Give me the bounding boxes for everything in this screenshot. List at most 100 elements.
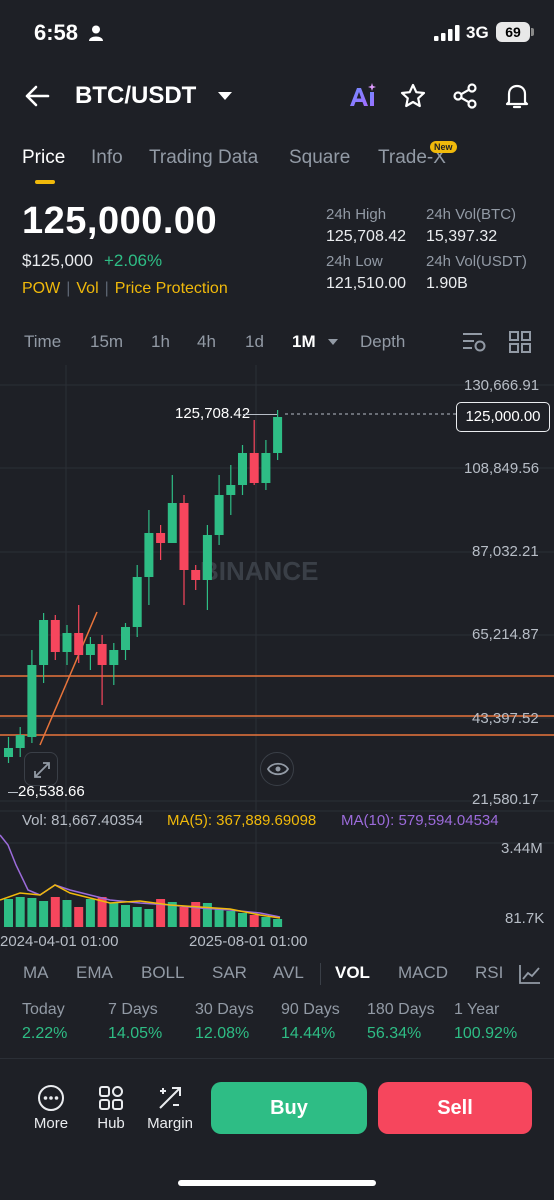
indicator-tab-ma[interactable]: MA — [23, 963, 49, 982]
perf-label: 7 Days — [108, 1001, 158, 1018]
perf-label: 30 Days — [195, 1001, 254, 1018]
candle-body — [132, 577, 142, 627]
indicator-tab-boll[interactable]: BOLL — [141, 963, 185, 982]
stat-label: 24h Vol(USDT) — [426, 253, 527, 270]
volume-bar — [214, 909, 224, 927]
indicator-tab-vol[interactable]: VOL — [335, 963, 370, 982]
candle-body — [27, 665, 37, 737]
volume-bar — [4, 899, 13, 927]
tab-trading-data[interactable]: Trading Data — [149, 147, 259, 168]
margin-icon — [159, 1087, 181, 1109]
trading-pair-title[interactable]: BTC/USDT — [75, 82, 197, 109]
candle-body — [15, 735, 25, 748]
status-bar: 6:58 3G 69 — [0, 0, 554, 70]
trend-line[interactable] — [39, 611, 98, 746]
interval-15m[interactable]: 15m — [90, 332, 124, 351]
candle-body — [85, 644, 95, 655]
layout-grid-icon[interactable] — [509, 331, 531, 353]
candle-body — [97, 644, 107, 665]
candle-body — [62, 633, 72, 652]
share-icon[interactable] — [452, 83, 478, 109]
candle-body — [156, 533, 166, 543]
interval-1h[interactable]: 1h — [151, 332, 170, 351]
ai-icon[interactable] — [348, 82, 378, 110]
perf-label: 180 Days — [367, 1001, 435, 1018]
indicator-tab-sar[interactable]: SAR — [212, 963, 247, 982]
expand-button[interactable] — [24, 752, 58, 786]
volume-bars — [4, 897, 283, 927]
indicator-settings-icon[interactable] — [462, 331, 486, 353]
indicator-tab-macd[interactable]: MACD — [398, 963, 449, 982]
interval-1m[interactable]: 1M — [292, 332, 316, 351]
hub-label: Hub — [97, 1115, 125, 1132]
tab-square[interactable]: Square — [289, 147, 351, 168]
perf-label: 1 Year — [454, 1001, 500, 1018]
volume-bar — [167, 902, 177, 927]
indicator-chart-icon[interactable] — [519, 964, 541, 984]
interval-1d[interactable]: 1d — [245, 332, 264, 351]
candle-body — [109, 650, 119, 665]
interval-depth[interactable]: Depth — [360, 332, 406, 351]
perf-value: 56.34% — [367, 1025, 422, 1042]
bell-icon[interactable] — [504, 82, 530, 110]
more-label: More — [33, 1115, 69, 1132]
back-arrow-icon[interactable] — [24, 84, 50, 108]
candle-body — [226, 485, 236, 495]
stat-value: 1.90B — [426, 275, 468, 292]
candle-body — [167, 503, 177, 543]
price-axis-label: 65,214.87 — [472, 626, 539, 643]
interval-caret-icon[interactable] — [327, 338, 339, 346]
tab-price[interactable]: Price — [22, 147, 66, 168]
volume-bar — [50, 897, 60, 927]
high-marker-label: 125,708.42 — [175, 405, 251, 422]
price-axis-label: 87,032.21 — [472, 543, 539, 560]
star-icon[interactable] — [400, 83, 426, 109]
volume-bar — [85, 899, 95, 927]
volume-bar — [238, 913, 247, 927]
more-button[interactable]: More — [22, 1082, 80, 1142]
tab-trade-x[interactable]: Trade-X — [378, 147, 446, 168]
volume-bar — [179, 907, 189, 927]
margin-label: Margin — [147, 1115, 193, 1132]
eye-icon — [267, 762, 289, 776]
margin-button[interactable]: Margin — [140, 1082, 200, 1142]
stat-value: 125,708.42 — [326, 228, 407, 245]
volume-axis-label: 81.7K — [505, 910, 545, 927]
candle-body — [179, 503, 189, 570]
dropdown-caret-icon[interactable] — [217, 91, 233, 101]
perf-value: 12.08% — [195, 1025, 250, 1042]
buy-button[interactable]: Buy — [211, 1082, 367, 1134]
hub-button[interactable]: Hub — [82, 1082, 140, 1142]
horizontal-lines[interactable] — [0, 675, 554, 736]
candlestick-chart[interactable]: BINANCE — [0, 365, 554, 950]
sell-button[interactable]: Sell — [378, 1082, 532, 1134]
interval-time[interactable]: Time — [24, 332, 62, 351]
price-axis-label: 21,580.17 — [472, 791, 539, 808]
stat-value: 15,397.32 — [426, 228, 498, 245]
indicator-tab-avl[interactable]: AVL — [273, 963, 304, 982]
volume-bar — [249, 915, 259, 927]
tag-pow[interactable]: POW — [22, 280, 61, 297]
volume-bar — [62, 900, 72, 927]
volume-ma5: MA(5): 367,889.69098 — [167, 812, 317, 829]
time-axis-label: 2024-04-01 01:00 — [0, 933, 119, 950]
indicator-divider — [320, 963, 321, 985]
price-axis-label: 43,397.52 — [472, 710, 539, 727]
signal-icon — [434, 25, 460, 41]
interval-4h[interactable]: 4h — [197, 332, 216, 351]
price-change: +2.06% — [104, 251, 163, 270]
tab-info[interactable]: Info — [91, 147, 123, 168]
indicator-tab-ema[interactable]: EMA — [76, 963, 113, 982]
status-time: 6:58 — [34, 20, 79, 45]
last-price: 125,000.00 — [22, 200, 218, 242]
new-badge: New — [430, 141, 457, 153]
candle-body — [39, 620, 49, 665]
watermark: BINANCE — [200, 556, 318, 586]
indicator-tab-rsi[interactable]: RSI — [475, 963, 504, 982]
volume-bar — [144, 909, 154, 927]
tag-price-protection[interactable]: Price Protection — [114, 280, 228, 297]
current-price-tag[interactable]: 125,000.00 — [456, 402, 550, 432]
tab-active-indicator — [35, 180, 55, 184]
visibility-button[interactable] — [260, 752, 294, 786]
tag-vol[interactable]: Vol — [76, 280, 99, 297]
